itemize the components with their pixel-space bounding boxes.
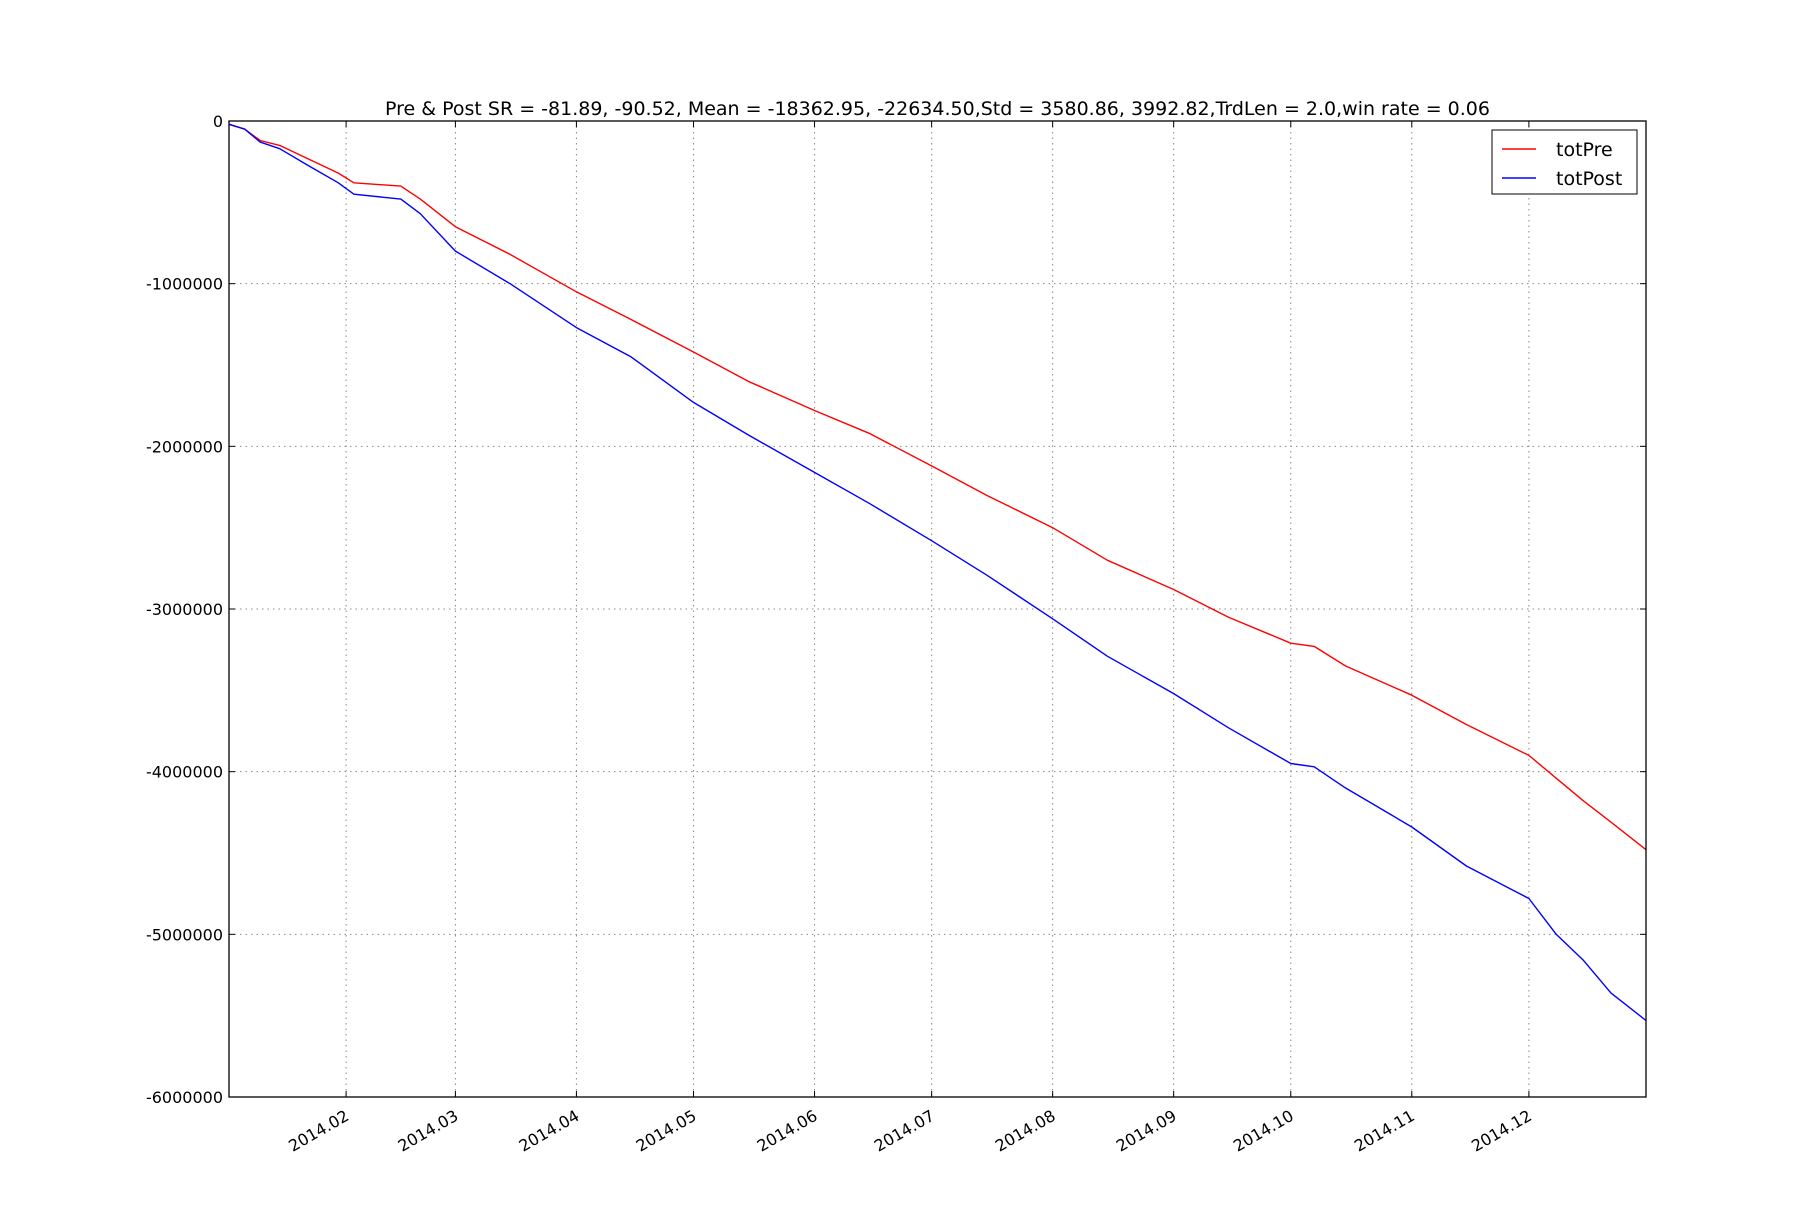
y-tick-label: -2000000 [146, 437, 223, 456]
y-tick-label: 0 [213, 112, 223, 131]
y-tick-label: -1000000 [146, 275, 223, 294]
y-tick-label: -6000000 [146, 1088, 223, 1107]
chart-title: Pre & Post SR = -81.89, -90.52, Mean = -… [385, 98, 1490, 120]
series-lines [228, 123, 1647, 1022]
series-line-totPre [228, 123, 1647, 851]
series-line-totPost [228, 123, 1647, 1022]
legend-box [1491, 129, 1638, 195]
y-tick-label: -3000000 [146, 600, 223, 619]
y-tick-label: -5000000 [146, 925, 223, 944]
legend-label-totPre: totPre [1556, 139, 1613, 161]
legend: totPre totPost [1491, 129, 1638, 195]
y-tick-label: -4000000 [146, 763, 223, 782]
legend-label-totPost: totPost [1556, 168, 1622, 190]
y-axis: 0 -1000000 -2000000 -3000000 -4000000 -500000… [146, 112, 1646, 1107]
